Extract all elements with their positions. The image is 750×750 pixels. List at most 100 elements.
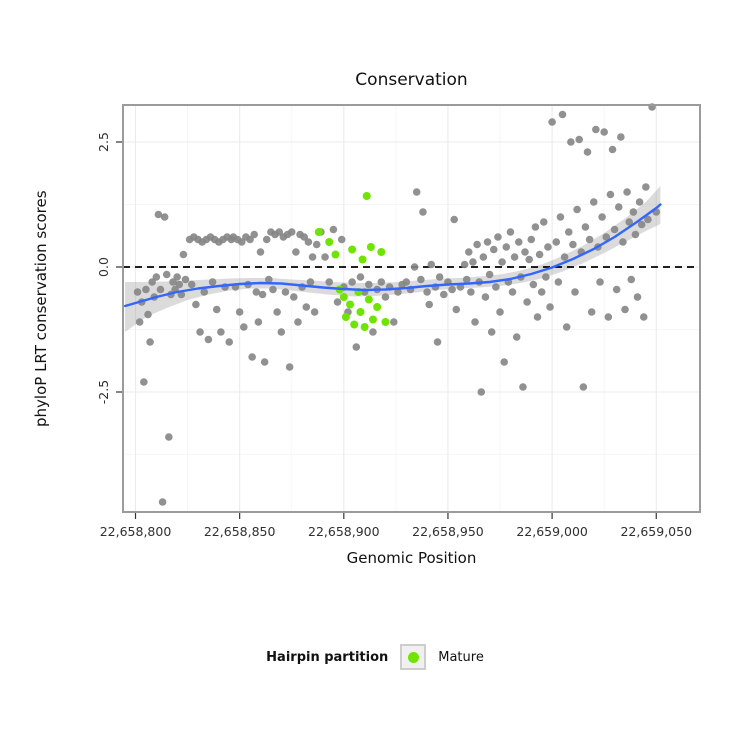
- data-point: [250, 230, 259, 239]
- data-point: [256, 248, 265, 256]
- data-point: [485, 270, 494, 279]
- data-point: [608, 145, 617, 154]
- data-point: [389, 318, 398, 326]
- data-point: [460, 260, 469, 269]
- data-point: [544, 243, 552, 251]
- data-point-mature: [358, 255, 367, 264]
- data-point: [352, 343, 361, 351]
- data-point-mature: [325, 238, 334, 246]
- data-point-mature: [350, 320, 359, 329]
- data-point: [477, 388, 486, 396]
- data-point: [310, 308, 319, 316]
- data-point: [527, 235, 536, 244]
- data-point: [196, 328, 204, 336]
- data-point: [473, 240, 481, 249]
- mature-point-icon: [407, 651, 419, 663]
- data-point: [535, 250, 544, 259]
- data-point: [464, 248, 473, 256]
- data-point: [542, 273, 550, 281]
- data-point-mature: [341, 313, 350, 321]
- data-point: [356, 273, 365, 281]
- data-point: [525, 255, 533, 264]
- data-point: [148, 278, 156, 286]
- data-point: [575, 135, 583, 144]
- data-point: [433, 338, 442, 346]
- data-point: [448, 285, 456, 294]
- y-tick-label: 2.5: [96, 132, 111, 152]
- data-point: [612, 285, 621, 294]
- legend-key: [400, 644, 427, 670]
- legend-item-label: Mature: [438, 649, 484, 665]
- data-point: [510, 253, 519, 261]
- data-point-mature: [381, 318, 390, 326]
- data-point: [333, 298, 342, 306]
- data-point: [142, 285, 150, 294]
- data-point: [162, 270, 171, 279]
- data-point: [506, 228, 515, 236]
- data-point: [558, 110, 567, 119]
- data-point: [146, 338, 154, 346]
- data-point: [290, 293, 298, 301]
- data-point: [364, 280, 373, 289]
- data-point: [487, 328, 496, 336]
- data-point: [642, 183, 650, 191]
- data-point: [567, 138, 575, 146]
- data-point: [306, 278, 315, 286]
- data-point: [644, 215, 652, 224]
- data-point: [623, 188, 631, 196]
- data-point: [569, 240, 577, 249]
- x-tick-label: 22,659,000: [516, 524, 588, 539]
- data-point: [548, 118, 556, 126]
- data-point: [412, 188, 421, 196]
- data-point: [292, 248, 300, 256]
- data-point: [539, 218, 548, 226]
- data-point: [581, 223, 590, 231]
- data-point: [262, 235, 271, 244]
- data-point: [523, 298, 531, 306]
- data-point: [287, 228, 296, 236]
- data-point: [258, 290, 267, 299]
- data-point-mature: [362, 192, 371, 200]
- data-point: [537, 288, 546, 296]
- data-point: [160, 213, 169, 221]
- data-point: [152, 273, 161, 281]
- data-point: [606, 190, 615, 199]
- data-point: [192, 300, 200, 309]
- data-point: [512, 333, 521, 341]
- data-point: [571, 288, 579, 296]
- data-point: [265, 275, 273, 284]
- data-point: [144, 310, 152, 319]
- legend-title: Hairpin partition: [266, 649, 389, 665]
- data-point: [562, 323, 571, 331]
- data-point-mature: [366, 243, 375, 251]
- data-point: [156, 285, 165, 294]
- data-point: [369, 328, 377, 336]
- data-point: [483, 238, 492, 246]
- data-point: [564, 228, 573, 236]
- data-point: [596, 278, 604, 286]
- panel-border: [122, 104, 701, 513]
- data-point: [304, 238, 313, 246]
- data-point: [204, 335, 213, 344]
- data-point: [321, 253, 329, 261]
- data-point: [402, 278, 411, 286]
- data-point: [450, 215, 459, 224]
- data-point: [300, 233, 309, 241]
- data-point-mature: [364, 295, 373, 304]
- data-point: [614, 203, 623, 211]
- data-point: [519, 383, 527, 391]
- data-point: [619, 238, 627, 246]
- data-point-mature: [314, 228, 323, 236]
- y-tick-label: 0.0: [96, 257, 111, 277]
- data-point: [529, 280, 538, 289]
- data-point: [348, 278, 356, 286]
- data-point: [240, 323, 248, 331]
- data-point: [546, 303, 554, 311]
- legend: Hairpin partition Mature: [0, 642, 750, 672]
- data-point: [208, 278, 217, 286]
- data-point: [631, 230, 640, 239]
- data-point: [135, 318, 144, 326]
- data-point-mature: [348, 245, 357, 254]
